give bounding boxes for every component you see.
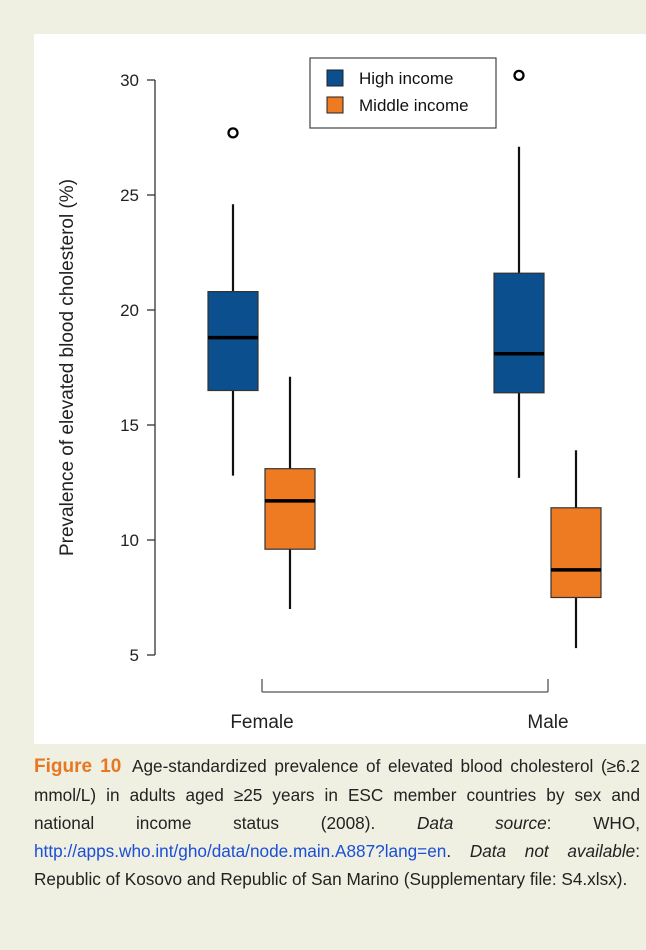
legend-label: High income: [359, 69, 454, 88]
legend-swatch: [326, 69, 344, 87]
legend-swatch: [326, 96, 344, 114]
data-not-available-text: : Republic of Kosovo and Republic of San…: [34, 841, 640, 889]
y-tick-label: 5: [130, 646, 139, 665]
y-tick-label: 10: [120, 531, 139, 550]
caption-period: .: [446, 841, 470, 861]
x-tick-label: Female: [230, 712, 293, 733]
boxplot-chart: 5 10 15 20 25 30 Prevalence of elevated blood …: [57, 57, 602, 733]
y-tick-label: 20: [120, 301, 139, 320]
box: [207, 291, 259, 392]
y-tick-label: 15: [120, 416, 139, 435]
data-source-label: Data source: [417, 813, 547, 833]
outlier-point: [227, 127, 239, 139]
data-source-prefix: : WHO,: [546, 813, 640, 833]
box: [493, 272, 545, 394]
legend-label: Middle income: [359, 96, 469, 115]
x-tick-label: Male: [527, 712, 568, 733]
box: [264, 468, 316, 550]
y-tick-label: 30: [120, 71, 139, 90]
box: [550, 507, 602, 599]
data-source-link[interactable]: http://apps.who.int/gho/data/node.main.A…: [34, 841, 447, 861]
data-not-available-label: Data not available: [469, 841, 636, 861]
figure-label: Figure 10: [34, 756, 122, 777]
outlier-point: [513, 69, 525, 82]
y-tick-label: 25: [120, 186, 139, 205]
figure-caption: Figure 10 Age-standardized prevalence of…: [34, 752, 640, 893]
caption-text: Age-standardized prevalence of elevated …: [34, 756, 640, 833]
y-axis-label: Prevalence of elevated blood cholesterol…: [57, 179, 78, 556]
